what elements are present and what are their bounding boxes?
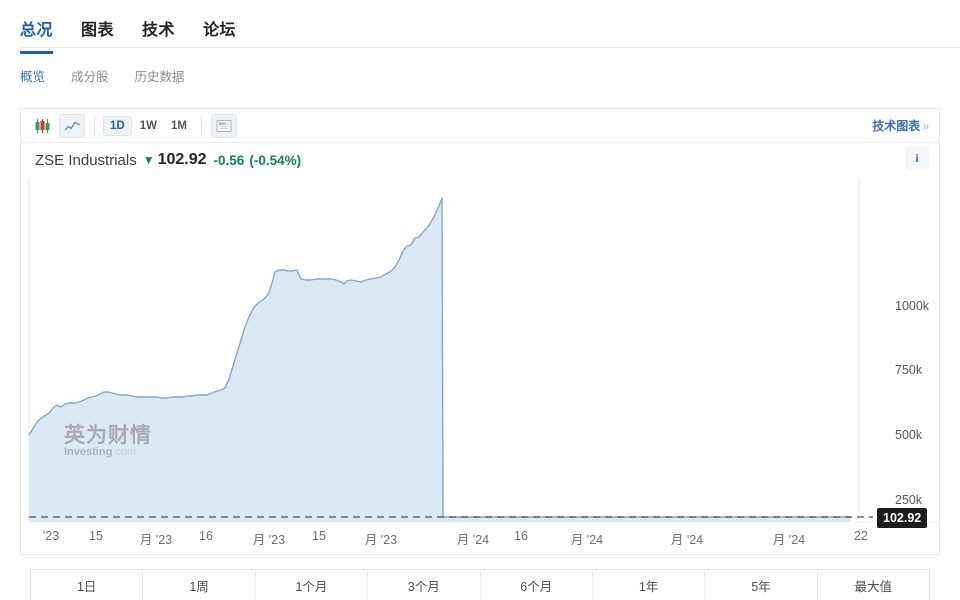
period-6m[interactable]: 6个月 xyxy=(481,570,593,600)
x-tick-0: '23 xyxy=(42,529,60,543)
period-5y[interactable]: 5年 xyxy=(705,570,818,600)
price-chart[interactable]: 英为财情 Investing.com 1000k 750k 500k 250k … xyxy=(21,177,939,554)
x-tick-12: 22 xyxy=(854,529,868,543)
range-1d[interactable]: 1D xyxy=(103,115,132,136)
range-1w[interactable]: 1W xyxy=(139,119,157,132)
technical-chart-link-label: 技术图表 xyxy=(872,119,921,133)
y-tick-750k: 750k xyxy=(895,363,923,377)
tab-technical[interactable]: 技术 xyxy=(142,22,176,39)
chart-card: 1D 1W 1M 技术图表» ZSE Industrials ▼ 102.92 … xyxy=(20,108,940,555)
x-tick-5: 15 xyxy=(312,529,326,543)
price-change: -0.56 xyxy=(213,152,245,168)
candlestick-chart-icon-button[interactable] xyxy=(29,114,55,138)
main-nav-divider xyxy=(20,47,960,48)
tab-overview[interactable]: 总况 xyxy=(20,0,54,54)
x-tick-11: 月 '24 xyxy=(772,533,806,547)
quote-header: ZSE Industrials ▼ 102.92 -0.56 (-0.54%) … xyxy=(21,143,939,177)
period-1d[interactable]: 1日 xyxy=(31,570,144,600)
chart-toolbar: 1D 1W 1M 技术图表» xyxy=(21,109,939,143)
y-tick-250k: 250k xyxy=(895,493,923,507)
line-chart-icon-button[interactable] xyxy=(59,113,85,138)
trend-down-arrow-icon: ▼ xyxy=(142,153,155,167)
x-tick-8: 16 xyxy=(514,529,528,543)
y-tick-500k: 500k xyxy=(895,428,923,442)
period-1y[interactable]: 1年 xyxy=(593,570,706,600)
subtab-historical-data[interactable]: 历史数据 xyxy=(134,70,185,84)
x-tick-4: 月 '23 xyxy=(252,533,286,547)
sub-nav: 概览 成分股 历史数据 xyxy=(20,66,211,85)
tab-charts[interactable]: 图表 xyxy=(81,22,115,39)
line-chart-icon xyxy=(64,121,80,130)
instrument-name: ZSE Industrials xyxy=(35,151,137,169)
price-line xyxy=(28,197,851,518)
period-1m[interactable]: 1个月 xyxy=(256,570,369,600)
toolbar-divider-1 xyxy=(94,116,95,135)
area-fill xyxy=(29,198,851,522)
x-axis-labels: '23 15 月 '23 16 月 '23 15 月 '23 月 '24 16 … xyxy=(21,529,939,551)
current-price-badge: 102.92 xyxy=(877,508,928,528)
tab-forum[interactable]: 论坛 xyxy=(203,22,237,39)
x-tick-3: 16 xyxy=(199,529,213,543)
info-icon: i xyxy=(915,150,919,165)
x-tick-7: 月 '24 xyxy=(456,533,490,547)
price-chart-svg xyxy=(28,179,939,523)
news-document-icon-button[interactable] xyxy=(210,113,237,138)
x-tick-1: 15 xyxy=(89,529,103,543)
info-icon-button[interactable]: i xyxy=(905,146,929,170)
y-tick-1000k: 1000k xyxy=(895,299,930,313)
chevron-right-icon: » xyxy=(922,119,929,133)
period-1w[interactable]: 1周 xyxy=(143,570,256,600)
time-period-selector: 1日 1周 1个月 3个月 6个月 1年 5年 最大值 xyxy=(30,569,930,600)
subtab-components[interactable]: 成分股 xyxy=(71,70,109,84)
period-max[interactable]: 最大值 xyxy=(854,579,893,594)
x-tick-9: 月 '24 xyxy=(570,533,604,547)
last-price: 102.92 xyxy=(157,151,207,168)
main-nav: 总况 图表 技术 论坛 xyxy=(0,0,960,54)
x-tick-2: 月 '23 xyxy=(139,533,173,547)
x-tick-6: 月 '23 xyxy=(364,533,398,547)
price-change-percent: (-0.54%) xyxy=(249,152,302,168)
toolbar-divider-2 xyxy=(200,116,202,135)
range-1m[interactable]: 1M xyxy=(170,119,187,132)
candlestick-chart-icon xyxy=(35,118,49,133)
technical-chart-link[interactable]: 技术图表» xyxy=(872,117,929,134)
news-document-icon xyxy=(216,119,232,132)
subtab-overview[interactable]: 概览 xyxy=(20,70,46,84)
period-3m[interactable]: 3个月 xyxy=(368,570,481,600)
x-tick-10: 月 '24 xyxy=(670,533,704,547)
